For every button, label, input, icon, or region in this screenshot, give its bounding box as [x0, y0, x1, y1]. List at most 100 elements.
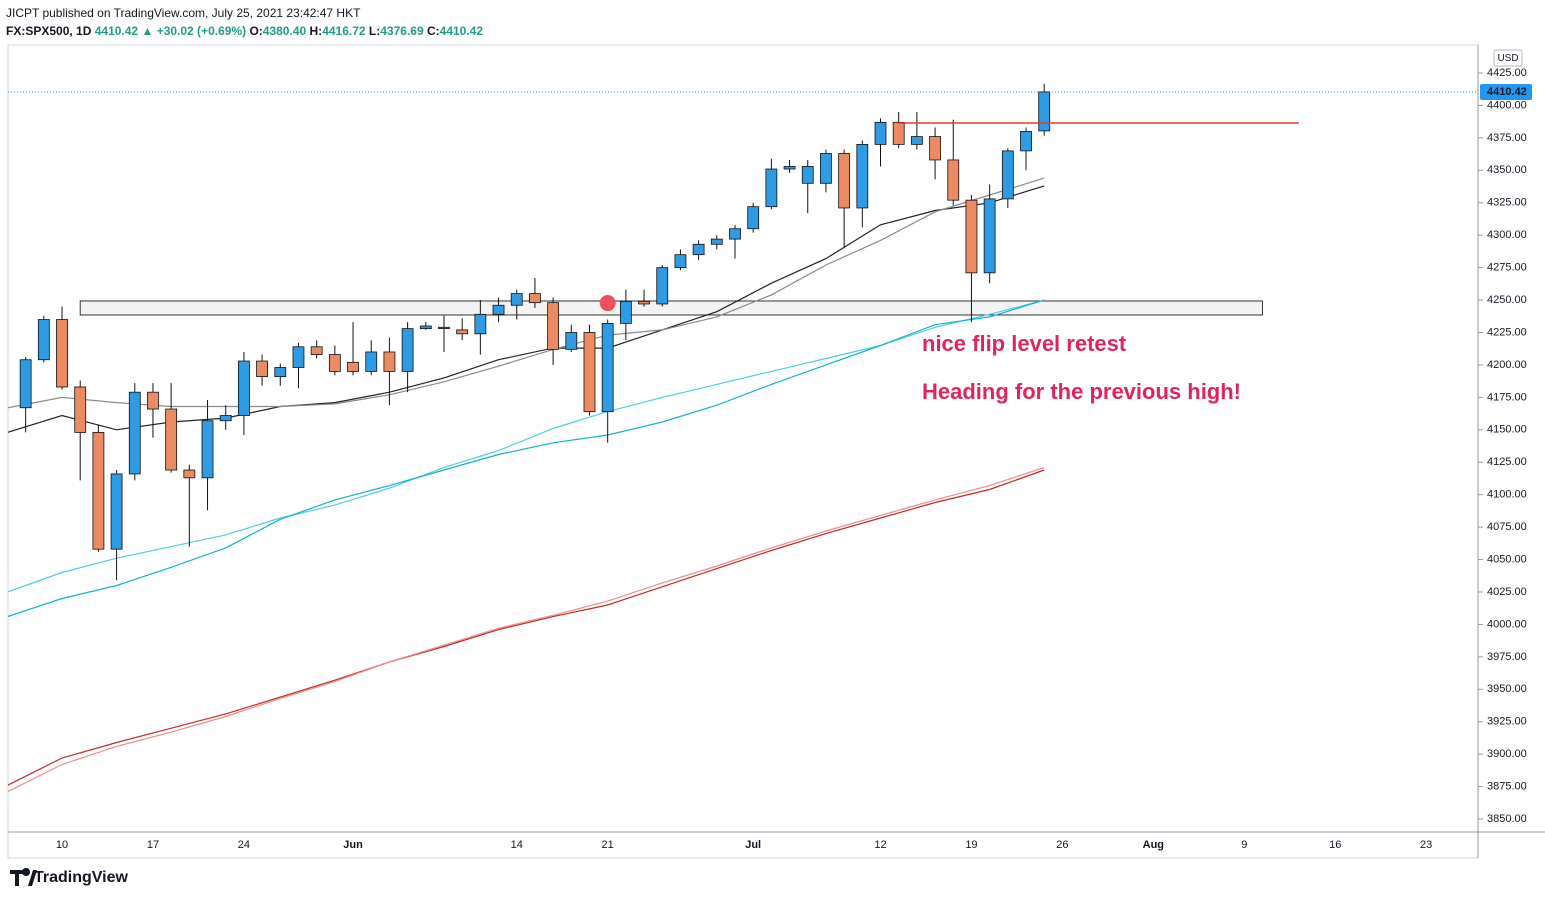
x-tick-label: 23 [1420, 839, 1432, 851]
currency: USD [1497, 53, 1518, 64]
candle-body [37, 319, 50, 361]
candle-body [74, 386, 87, 433]
y-tick-label: 4350.00 [1487, 164, 1527, 176]
candle-body [692, 243, 705, 256]
y-tick-label: 4025.00 [1487, 586, 1527, 598]
candle-body [983, 198, 996, 274]
candle-body [365, 351, 378, 372]
moving-average [8, 469, 1045, 786]
candle-body [56, 319, 68, 388]
ohlc-label: C: [426, 24, 440, 38]
arrow: ▲ [141, 24, 154, 38]
x-tick-label: 24 [238, 839, 250, 851]
candle-body [619, 300, 632, 324]
x-tick-label: 17 [147, 839, 159, 851]
x-tick-label: 26 [1056, 839, 1068, 851]
candle-body [820, 153, 832, 184]
x-tick-label: Aug [1143, 839, 1164, 851]
candle-body [292, 346, 305, 368]
candle-body [238, 360, 250, 416]
candle-body [1001, 150, 1014, 200]
x-tick-label: 16 [1329, 839, 1341, 851]
candle-body [965, 199, 978, 274]
candle-body [183, 469, 196, 479]
x-tick-label: Jul [745, 839, 761, 851]
candle-body [1038, 91, 1051, 132]
candle-body [874, 121, 887, 145]
brand: TradingView [34, 869, 129, 886]
y-tick-label: 4325.00 [1487, 197, 1527, 209]
change: +30.02 (+0.69%) [156, 24, 247, 38]
candle-body [92, 432, 105, 550]
candle-body [165, 408, 178, 471]
candle-body [510, 293, 523, 306]
x-tick-label: 10 [56, 839, 68, 851]
candle-body [256, 360, 268, 378]
y-tick-label: 3925.00 [1487, 716, 1527, 728]
candle-body [110, 473, 123, 550]
marker [599, 295, 616, 312]
candle-body [910, 136, 923, 145]
y-tick-label: 4425.00 [1487, 67, 1527, 79]
ohlc-value: 4416.72 [322, 24, 366, 38]
candle-body [892, 121, 905, 145]
candle-body [1020, 131, 1032, 152]
last-price-label: 4410.42 [1487, 86, 1527, 98]
candle-body [801, 166, 814, 184]
y-tick-label: 4150.00 [1487, 424, 1527, 436]
zone [79, 300, 1263, 316]
y-tick-label: 3875.00 [1487, 780, 1527, 792]
y-tick-label: 4300.00 [1487, 229, 1527, 241]
candle-body [201, 420, 214, 479]
candle-body [565, 332, 578, 350]
ohlc-value: 4376.69 [380, 24, 424, 38]
candle-body [783, 166, 796, 170]
x-tick-label: 12 [874, 839, 886, 851]
brand-logo [10, 868, 37, 886]
plot [8, 83, 1478, 793]
publisher: JICPT published on TradingView.com, July… [6, 6, 361, 20]
ohlc-value: 4410.42 [439, 24, 484, 38]
candle-body [274, 367, 287, 378]
candle-body [929, 136, 941, 161]
candle-body [947, 159, 960, 201]
candle-body [383, 351, 396, 372]
y-tick-label: 4100.00 [1487, 489, 1527, 501]
x-tick-label: 21 [602, 839, 614, 851]
candle-body [583, 332, 596, 413]
y-tick-label: 4375.00 [1487, 132, 1527, 144]
y-tick-label: 4250.00 [1487, 294, 1527, 306]
candle-body [674, 254, 687, 269]
ohlc-value: 4380.40 [262, 24, 307, 38]
candle-body [419, 325, 432, 330]
candle-body [456, 329, 469, 335]
moving-average [8, 299, 1045, 618]
header: JICPT published on TradingView.com, July… [6, 4, 483, 40]
candle-body [765, 168, 778, 208]
candle-body [438, 326, 450, 330]
x-tick-label: Jun [343, 839, 363, 851]
moving-average [8, 299, 1045, 593]
moving-average [8, 466, 1045, 793]
candle-body [547, 302, 560, 350]
candle-body [638, 300, 650, 305]
candle-body [19, 359, 32, 409]
x-tick-label: 9 [1241, 839, 1247, 851]
moving-average [8, 185, 1045, 433]
ohlc-label: L: [368, 24, 381, 38]
plot-frame [7, 44, 1479, 859]
y-tick-label: 4075.00 [1487, 521, 1527, 533]
y-tick-label: 4000.00 [1487, 618, 1527, 630]
y-tick-label: 4275.00 [1487, 262, 1527, 274]
publisher-line: JICPT published on TradingView.com, July… [6, 4, 483, 22]
last-price-box [1480, 83, 1532, 100]
last: 4410.42 [94, 24, 139, 38]
candle-body [729, 228, 741, 240]
annotation: nice flip level retest [922, 331, 1127, 356]
annotation: Heading for the previous high! [922, 379, 1241, 404]
candle-body [710, 238, 723, 245]
candle-body [219, 415, 232, 422]
candle-body [529, 293, 541, 304]
candle-body [492, 304, 505, 315]
